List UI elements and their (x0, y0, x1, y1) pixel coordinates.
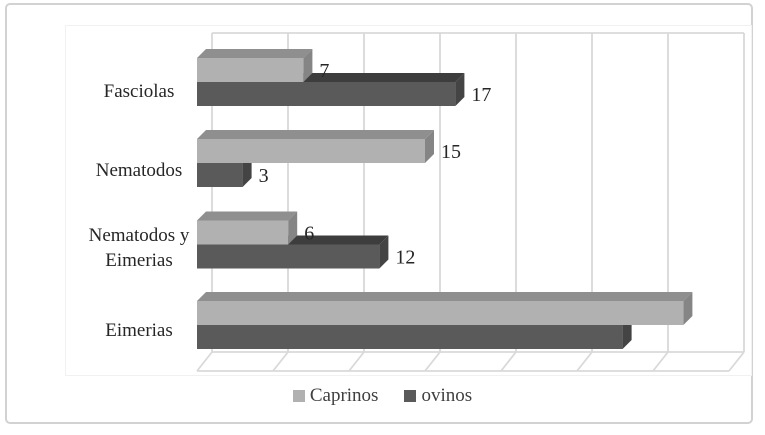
svg-text:7: 7 (319, 60, 329, 82)
legend-swatch-caprinos (292, 390, 305, 402)
svg-text:12: 12 (395, 247, 415, 269)
category-label-fasciolas: Fasciolas (103, 81, 175, 102)
category-label-eimerias: Eimerias (105, 320, 173, 341)
legend-item-ovinos: ovinos (404, 385, 472, 407)
legend-label-caprinos: Caprinos (309, 385, 379, 406)
chart-legend: Caprinos ovinos (0, 385, 765, 407)
svg-text:17: 17 (471, 84, 491, 106)
category-label-nematodos: Nematodos (95, 160, 183, 181)
svg-text:3: 3 (259, 165, 269, 187)
legend-label-ovinos: ovinos (421, 385, 473, 406)
plot-area-border (65, 25, 752, 376)
svg-text:15: 15 (441, 141, 461, 163)
category-label-nematodos-y-eimerias: Nematodos y Eimerias (88, 225, 190, 271)
svg-text:6: 6 (304, 223, 314, 245)
legend-swatch-ovinos (404, 390, 417, 402)
legend-item-caprinos: Caprinos (292, 385, 379, 407)
